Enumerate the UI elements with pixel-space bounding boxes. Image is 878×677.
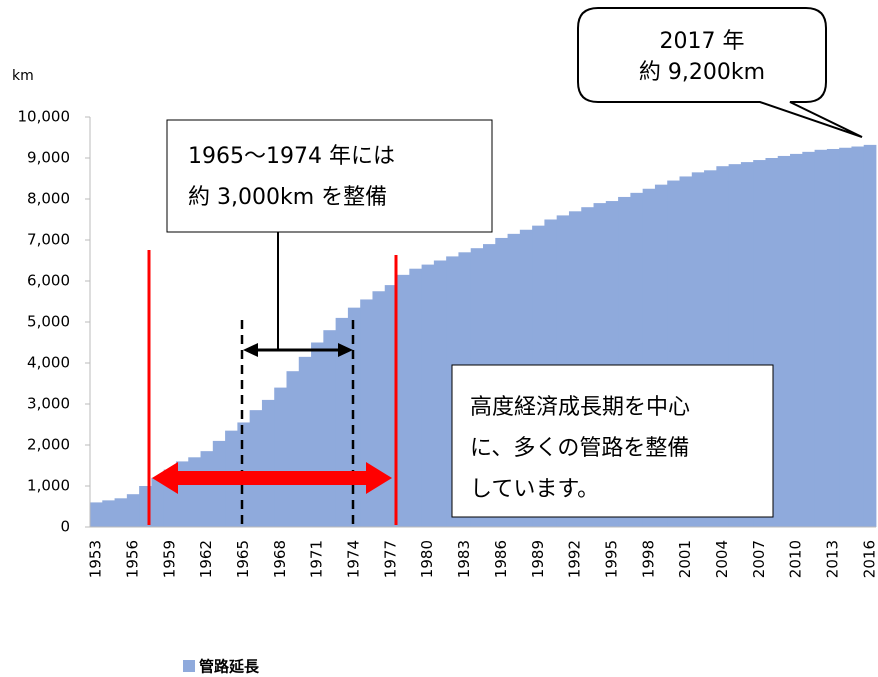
bar — [200, 451, 214, 527]
bar — [188, 457, 201, 527]
x-tick-label: 1989 — [529, 540, 547, 578]
x-tick-label: 1956 — [123, 540, 141, 578]
bar — [126, 494, 140, 527]
y-tick-label: 0 — [60, 518, 70, 536]
bar — [311, 342, 324, 527]
bar — [433, 260, 447, 527]
y-tick-label: 10,000 — [18, 108, 71, 126]
y-tick-label: 2,000 — [27, 436, 70, 454]
x-tick-label: 1986 — [492, 540, 510, 578]
arrow-head — [338, 343, 353, 357]
x-tick-label: 1959 — [160, 540, 178, 578]
bar — [261, 399, 275, 527]
bar — [814, 149, 828, 528]
bar — [802, 151, 815, 527]
legend-label: 管路延長 — [199, 658, 260, 676]
unit-label: km — [12, 68, 34, 84]
x-tick-label: 1983 — [455, 540, 473, 578]
x-tick-label: 1980 — [418, 540, 436, 578]
x-tick-label: 2016 — [860, 540, 878, 578]
bar — [777, 155, 791, 527]
y-tick-label: 3,000 — [27, 395, 70, 413]
bar — [790, 153, 803, 527]
x-tick-label: 2010 — [787, 540, 805, 578]
bar — [421, 264, 435, 527]
annotation: 1965～1974 年には — [188, 144, 395, 169]
x-tick-label: 1992 — [566, 540, 584, 578]
bar — [409, 268, 422, 527]
y-tick-label: 9,000 — [27, 149, 70, 167]
y-tick-label: 4,000 — [27, 354, 70, 372]
legend-swatch — [183, 660, 195, 672]
x-tick-label: 1968 — [271, 540, 289, 578]
x-tick-label: 1977 — [381, 540, 399, 578]
y-tick-label: 5,000 — [27, 313, 70, 331]
annotation: 約 9,200km — [639, 60, 765, 85]
x-tick-label: 1962 — [197, 540, 215, 578]
x-tick-label: 1953 — [87, 540, 105, 578]
y-tick-label: 6,000 — [27, 272, 70, 290]
bar — [839, 147, 852, 527]
bar — [826, 148, 840, 528]
annotation: に、多くの管路を整備 — [470, 436, 689, 461]
x-tick-label: 1998 — [639, 540, 657, 578]
bar — [249, 410, 263, 527]
bar — [114, 498, 128, 527]
x-tick-label: 2001 — [676, 540, 694, 578]
arrow-head — [366, 462, 392, 494]
x-tick-label: 1971 — [308, 540, 326, 578]
arrow-head — [243, 343, 258, 357]
bar — [90, 502, 103, 527]
x-tick-label: 2004 — [713, 540, 731, 578]
x-tick-label: 2007 — [750, 540, 768, 578]
bar — [372, 291, 386, 527]
bar — [151, 477, 165, 527]
y-tick-label: 7,000 — [27, 231, 70, 249]
callout — [166, 119, 493, 233]
bar — [851, 146, 865, 527]
bar — [274, 387, 287, 527]
x-tick-label: 1965 — [234, 540, 252, 578]
bar — [863, 144, 877, 527]
bar — [102, 500, 115, 527]
bar — [286, 371, 300, 527]
bar — [298, 356, 312, 527]
x-tick-label: 2013 — [824, 540, 842, 578]
callout — [451, 364, 774, 518]
annotation: しています。 — [470, 477, 599, 502]
bar — [323, 330, 337, 527]
annotation: 約 3,000km を整備 — [188, 185, 387, 210]
bar — [397, 274, 410, 527]
callout — [577, 7, 863, 138]
y-tick-label: 8,000 — [27, 190, 70, 208]
y-tick-label: 1,000 — [27, 477, 70, 495]
x-tick-label: 1995 — [602, 540, 620, 578]
bar — [384, 285, 398, 527]
arrow-head — [152, 462, 178, 494]
x-tick-label: 1974 — [345, 540, 363, 578]
annotation: 高度経済成長期を中心 — [470, 395, 690, 420]
annotation: 2017 年 — [660, 29, 745, 54]
